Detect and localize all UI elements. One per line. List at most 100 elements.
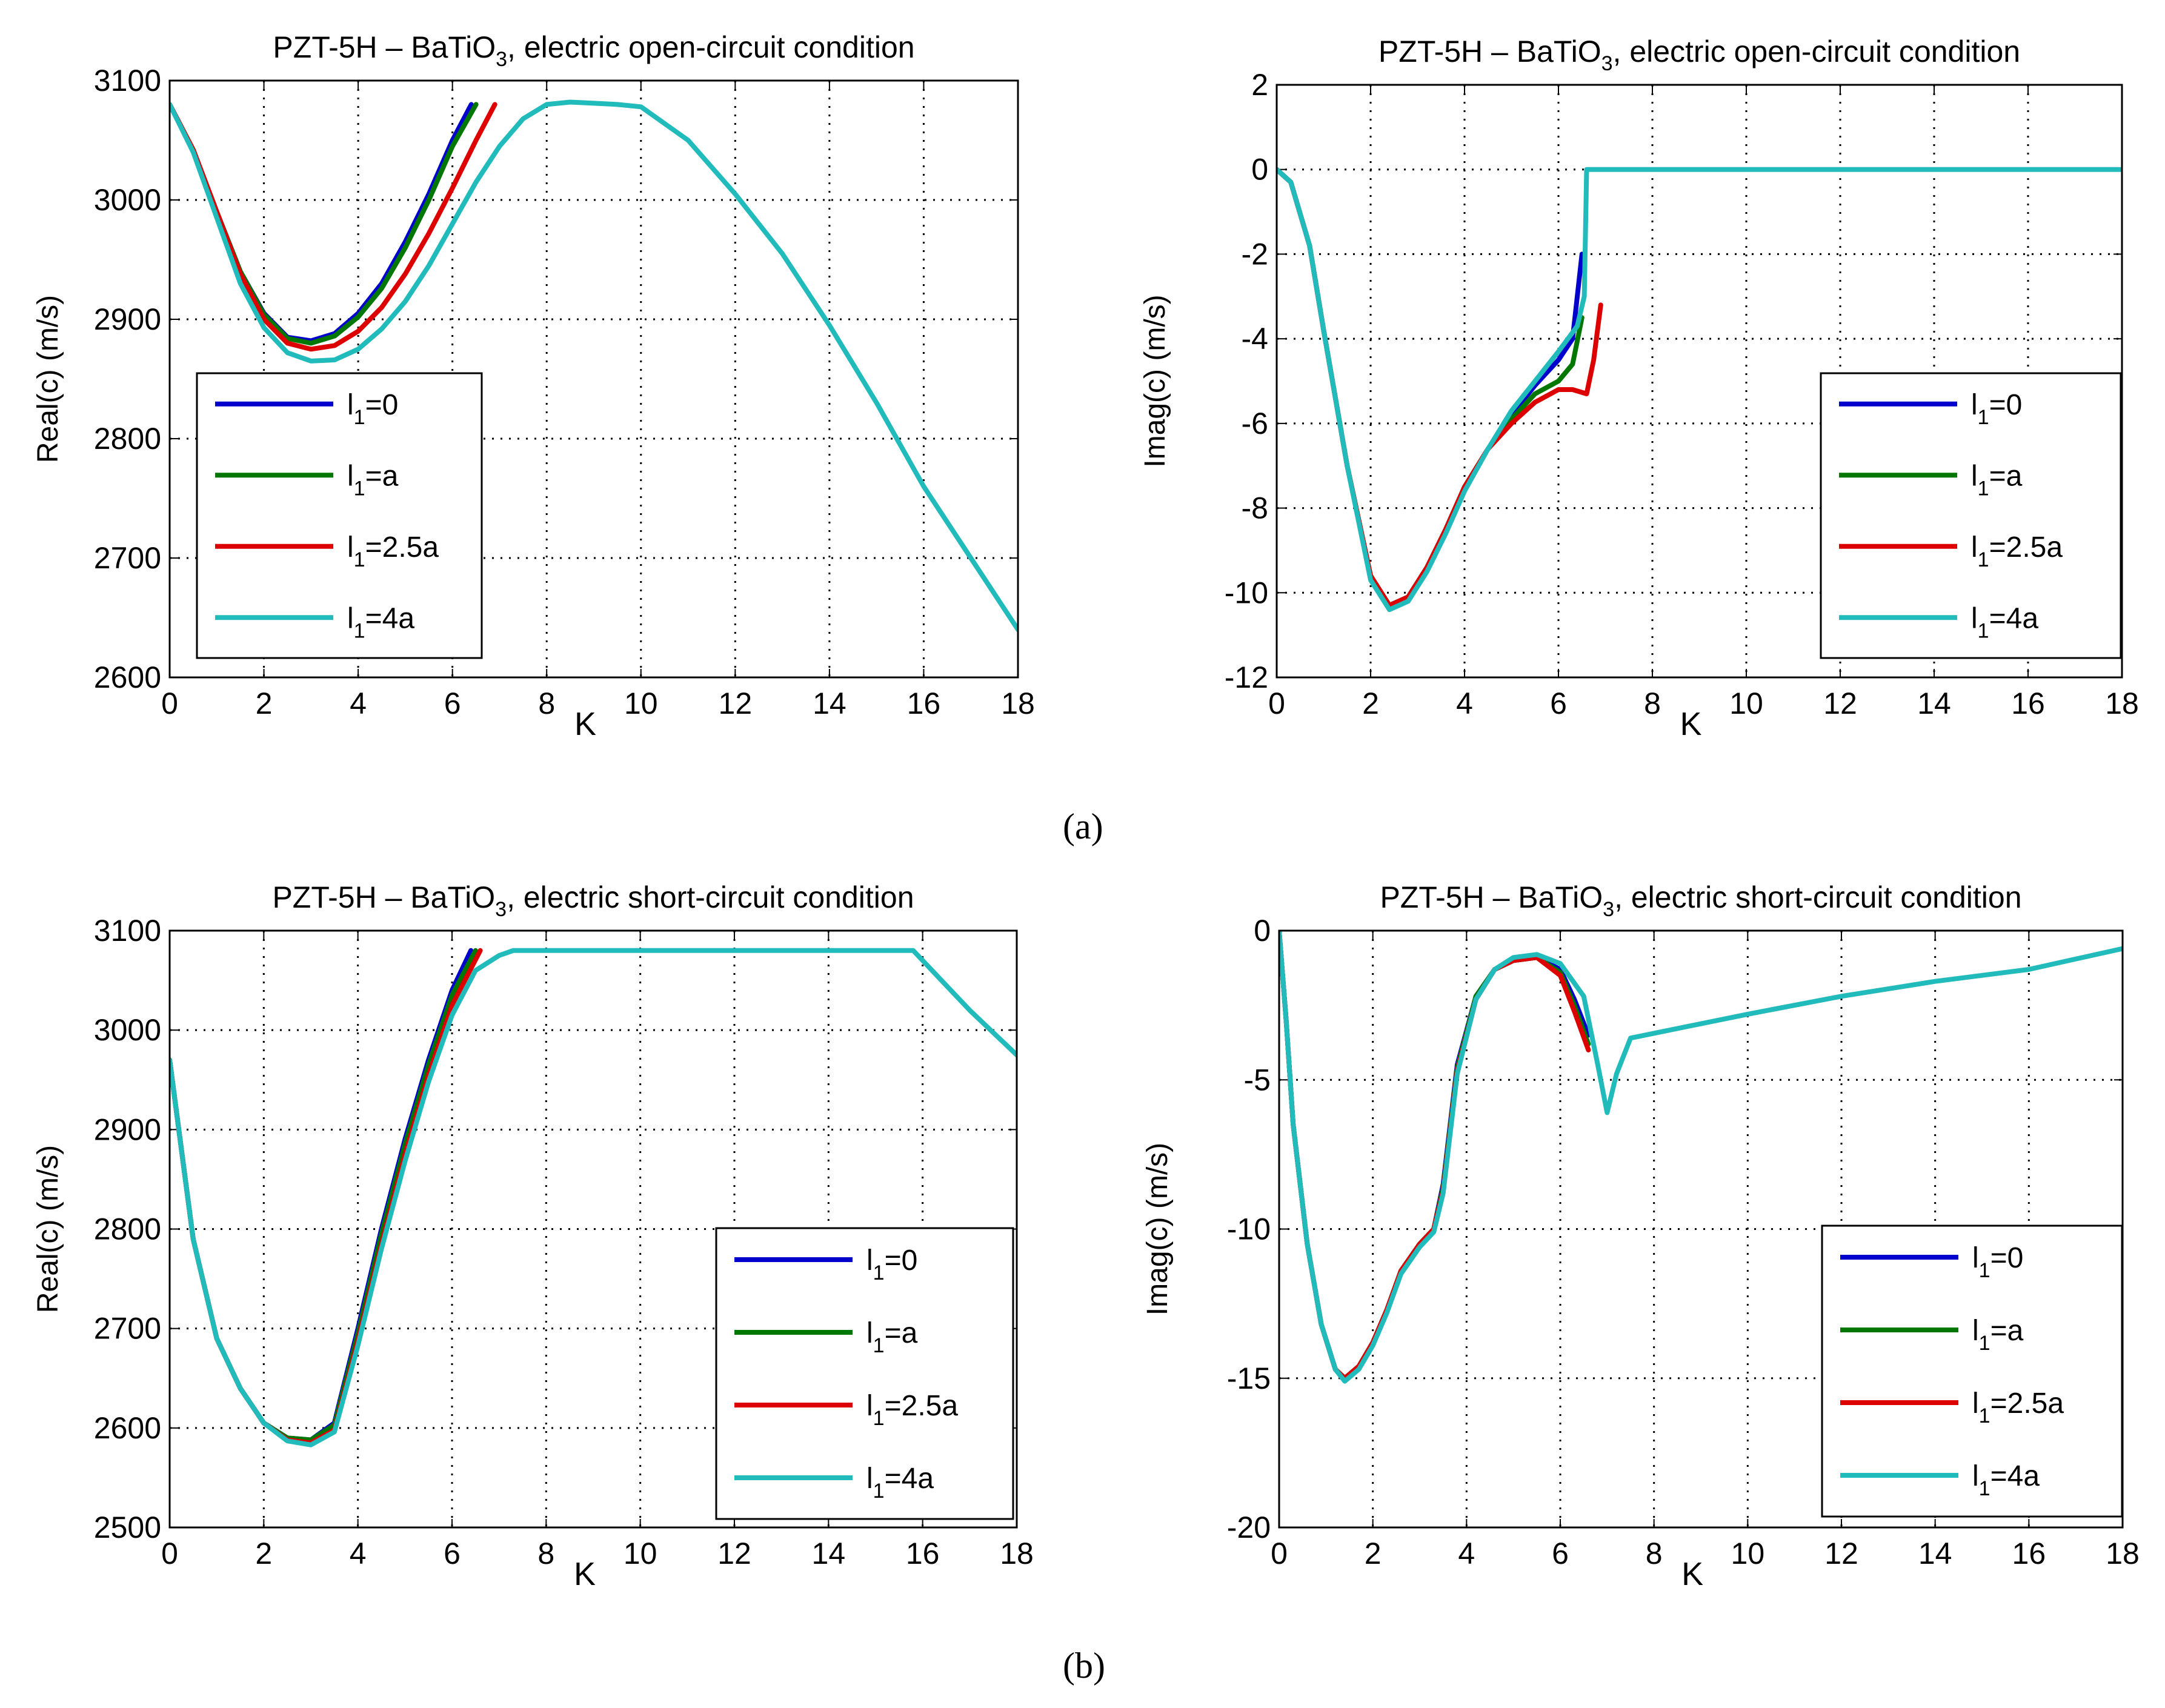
legend-label: l1=a — [1971, 460, 2023, 500]
x-tick-label: 2 — [256, 686, 273, 720]
y-tick-label: 2 — [1251, 68, 1268, 102]
x-tick-label: 16 — [2011, 686, 2045, 720]
x-tick-label: 10 — [624, 1537, 657, 1570]
series-line-l1=4a — [1277, 167, 2122, 613]
y-tick-label: 0 — [1251, 153, 1268, 187]
y-tick-label: 2600 — [94, 1411, 161, 1445]
legend-label: l1=a — [866, 1317, 918, 1357]
axes-frame — [1275, 84, 2123, 679]
x-tick-label: 8 — [538, 686, 555, 720]
x-tick-label: 14 — [813, 686, 846, 720]
x-tick-label: 0 — [161, 686, 178, 720]
x-tick-label: 12 — [1823, 686, 1857, 720]
legend-label: l1=0 — [1972, 1242, 2023, 1282]
y-tick-label: -6 — [1242, 407, 1268, 440]
x-tick-label: 6 — [444, 686, 461, 720]
x-tick-label: 0 — [1268, 686, 1285, 720]
series-line-l1=4a — [1279, 931, 2123, 1384]
x-tick-label: 4 — [350, 1537, 367, 1570]
y-tick-label: -4 — [1242, 322, 1268, 356]
x-tick-label: 14 — [1917, 686, 1951, 720]
legend-box — [196, 372, 483, 659]
y-tick-label: 2800 — [94, 422, 161, 456]
x-tick-label: 4 — [350, 686, 367, 720]
y-tick-label: 2900 — [94, 1112, 161, 1146]
y-tick-label: 2700 — [94, 541, 161, 575]
x-tick-label: 2 — [1362, 686, 1379, 720]
y-tick-label: 3100 — [94, 64, 161, 98]
y-tick-label: 2600 — [94, 660, 161, 694]
y-axis-label: Imag(c) (m/s) — [1139, 294, 1171, 467]
x-tick-label: 12 — [719, 686, 753, 720]
y-tick-label: -8 — [1242, 491, 1268, 525]
x-tick-label: 16 — [907, 686, 941, 720]
chart-title: PZT-5H – BaTiO3, electric short-circuit … — [1380, 880, 2021, 921]
x-tick-label: 6 — [1552, 1537, 1569, 1570]
y-tick-label: -15 — [1227, 1361, 1271, 1395]
x-axis-label: K — [574, 1556, 596, 1592]
x-tick-label: 8 — [1644, 686, 1661, 720]
x-tick-label: 18 — [2106, 1537, 2140, 1570]
x-tick-label: 10 — [1729, 686, 1763, 720]
y-axis-label: Real(c) (m/s) — [32, 295, 64, 463]
y-tick-label: 0 — [1254, 914, 1271, 948]
panel-label-a: (a) — [1063, 806, 1103, 846]
legend-box — [1821, 1225, 2123, 1518]
series-line-l1=4a — [170, 99, 1018, 633]
chart-panel-3: 0 2 4 6 8 10 12 14 16 18 2500 2600 2700 2800 2900 3000 3… — [32, 880, 1034, 1592]
x-tick-label: 18 — [1000, 1537, 1034, 1570]
axes-frame — [168, 929, 1018, 1529]
x-tick-label: 14 — [812, 1537, 846, 1570]
x-tick-label: 6 — [444, 1537, 461, 1570]
x-axis-label: K — [1681, 1556, 1703, 1592]
x-tick-label: 12 — [1824, 1537, 1858, 1570]
x-tick-label: 12 — [717, 1537, 751, 1570]
y-tick-label: -12 — [1225, 660, 1268, 694]
x-tick-label: 0 — [1271, 1537, 1288, 1570]
y-tick-label: 3000 — [94, 183, 161, 217]
y-tick-label: 2900 — [94, 302, 161, 336]
legend-box — [1820, 372, 2122, 659]
x-tick-label: 16 — [906, 1537, 940, 1570]
y-axis-label: Real(c) (m/s) — [32, 1145, 64, 1313]
y-tick-label: 3100 — [94, 914, 161, 948]
x-tick-label: 2 — [1365, 1537, 1382, 1570]
y-tick-label: -2 — [1242, 237, 1268, 271]
y-tick-label: -10 — [1225, 576, 1268, 610]
chart-panel-2: 0 2 4 6 8 10 12 14 16 18 -12 -10 -8 -6 -4 -2 0 2 PZT-5H – … — [1139, 35, 2139, 742]
x-tick-label: 0 — [161, 1537, 178, 1570]
y-tick-label: 2500 — [94, 1510, 161, 1544]
x-tick-label: 18 — [2105, 686, 2139, 720]
series-line-l1=4a — [170, 948, 1017, 1447]
legend-label: l1=2.5a — [1971, 531, 2063, 571]
chart-panel-4: 0 2 4 6 8 10 12 14 16 18 -20 -15 -10 -5 0 PZT-5H – BaTi… — [1142, 880, 2140, 1592]
axes-frame — [168, 79, 1019, 679]
legend-box — [715, 1227, 1014, 1520]
y-tick-label: 3000 — [94, 1013, 161, 1047]
y-tick-label: -20 — [1227, 1510, 1271, 1544]
y-tick-label: -5 — [1244, 1063, 1271, 1097]
x-tick-label: 14 — [1918, 1537, 1952, 1570]
x-tick-label: 10 — [624, 686, 658, 720]
chart-title: PZT-5H – BaTiO3, electric open-circuit c… — [1378, 35, 2020, 75]
x-tick-label: 8 — [1646, 1537, 1663, 1570]
x-tick-label: 2 — [255, 1537, 272, 1570]
panel-label-b: (b) — [1063, 1646, 1105, 1686]
x-axis-label: K — [1680, 706, 1702, 742]
y-tick-label: 2700 — [94, 1312, 161, 1346]
y-tick-label: 2800 — [94, 1212, 161, 1246]
chart-title: PZT-5H – BaTiO3, electric short-circuit … — [272, 880, 914, 921]
x-tick-label: 8 — [537, 1537, 554, 1570]
x-tick-label: 6 — [1550, 686, 1567, 720]
x-axis-label: K — [574, 706, 596, 742]
x-tick-label: 18 — [1001, 686, 1035, 720]
x-tick-label: 10 — [1731, 1537, 1765, 1570]
y-tick-label: -10 — [1227, 1212, 1271, 1246]
chart-panel-1: 0 2 4 6 8 10 12 14 16 18 2600 2700 2800 2900 3000 3100 P… — [32, 30, 1035, 742]
x-tick-label: 4 — [1458, 1537, 1475, 1570]
